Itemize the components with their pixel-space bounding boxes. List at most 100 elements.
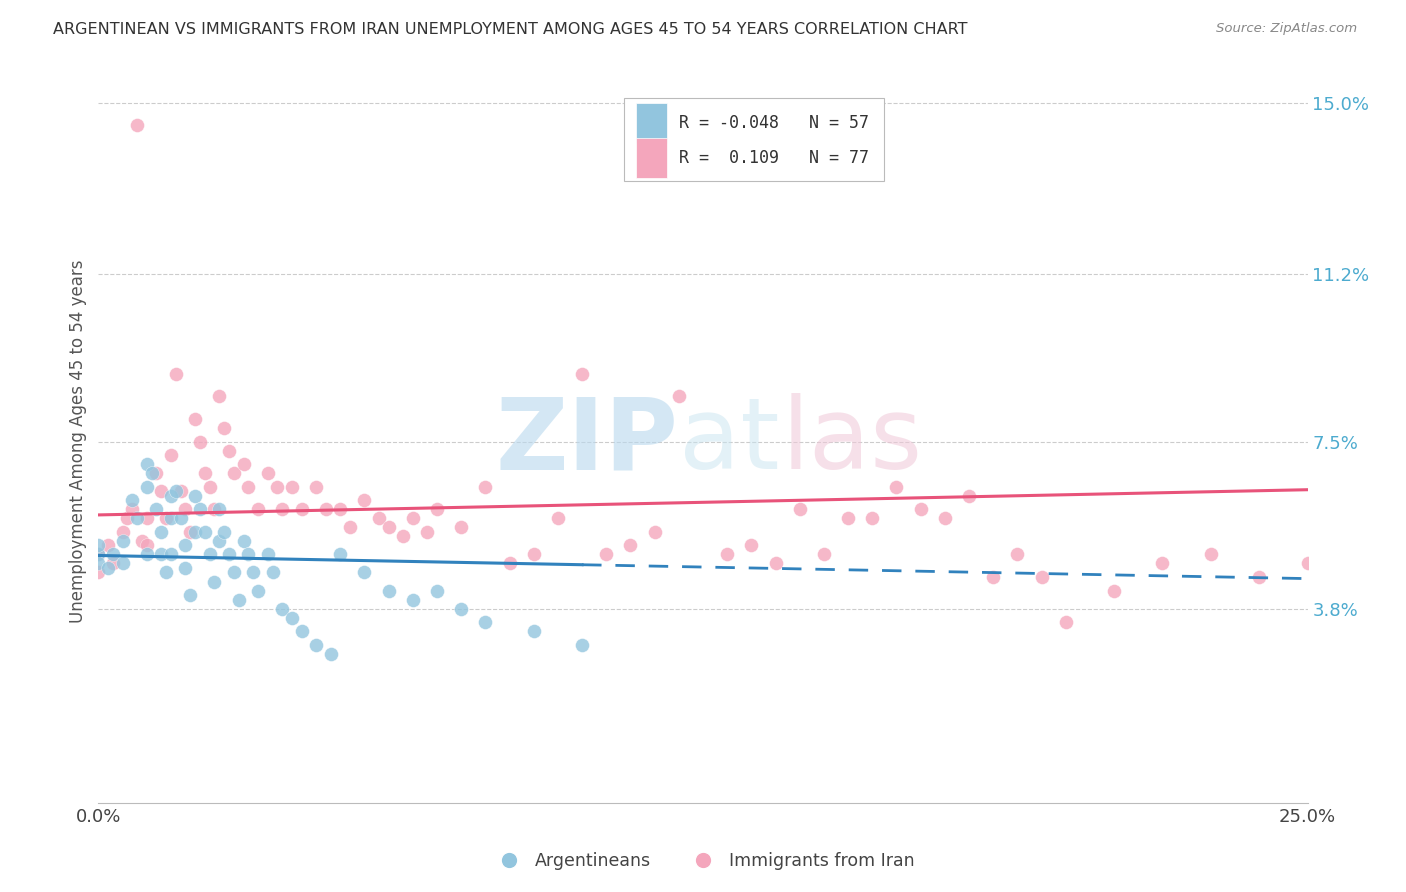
Point xyxy=(204,574,226,589)
Point xyxy=(184,412,207,426)
Point xyxy=(150,524,173,539)
Point xyxy=(179,524,201,539)
Point xyxy=(353,493,375,508)
Point xyxy=(135,480,157,494)
Point xyxy=(198,480,221,494)
Point xyxy=(135,457,157,471)
Point xyxy=(160,489,183,503)
Point xyxy=(1199,548,1222,562)
Point xyxy=(740,538,762,552)
Point xyxy=(188,434,211,449)
Point xyxy=(208,389,231,403)
Point xyxy=(222,466,245,480)
Point xyxy=(595,548,617,562)
Point xyxy=(165,367,187,381)
Point xyxy=(117,511,139,525)
Point xyxy=(121,493,143,508)
Point xyxy=(368,511,391,525)
Point xyxy=(256,466,278,480)
Point xyxy=(290,624,312,639)
Point xyxy=(174,538,197,552)
Point xyxy=(212,421,235,435)
Point xyxy=(150,548,173,562)
Point xyxy=(571,638,593,652)
Point xyxy=(668,389,690,403)
Point xyxy=(87,557,110,571)
Point xyxy=(1296,557,1319,571)
Legend: Argentineans, Immigrants from Iran: Argentineans, Immigrants from Iran xyxy=(485,846,921,877)
Point xyxy=(174,561,197,575)
Point xyxy=(179,588,201,602)
Point xyxy=(238,548,260,562)
Point xyxy=(619,538,641,552)
Point xyxy=(127,119,149,133)
Point xyxy=(450,520,472,534)
Point xyxy=(141,466,163,480)
Point xyxy=(1054,615,1077,630)
Point xyxy=(426,583,449,598)
Text: Source: ZipAtlas.com: Source: ZipAtlas.com xyxy=(1216,22,1357,36)
Point xyxy=(860,511,883,525)
Point xyxy=(145,502,167,516)
Point xyxy=(194,524,217,539)
Point xyxy=(474,615,496,630)
Point xyxy=(232,457,254,471)
Point xyxy=(716,548,738,562)
Point xyxy=(789,502,811,516)
Point xyxy=(87,548,110,562)
Point xyxy=(329,548,352,562)
Text: las: las xyxy=(782,393,922,490)
Point xyxy=(194,466,217,480)
Point xyxy=(498,557,520,571)
Point xyxy=(450,601,472,615)
Point xyxy=(329,502,352,516)
Y-axis label: Unemployment Among Ages 45 to 54 years: Unemployment Among Ages 45 to 54 years xyxy=(69,260,87,624)
Point xyxy=(426,502,449,516)
Point xyxy=(281,610,304,624)
Point xyxy=(111,557,134,571)
Point xyxy=(266,480,288,494)
Point xyxy=(160,548,183,562)
Point xyxy=(198,548,221,562)
Point xyxy=(111,533,134,548)
Point xyxy=(377,583,399,598)
Point xyxy=(262,566,284,580)
Point xyxy=(571,367,593,381)
Point xyxy=(339,520,361,534)
Point xyxy=(765,557,787,571)
Point xyxy=(87,538,110,552)
Point xyxy=(208,502,231,516)
Point xyxy=(305,480,328,494)
Text: R = -0.048   N = 57: R = -0.048 N = 57 xyxy=(679,114,869,132)
Point xyxy=(204,502,226,516)
Point xyxy=(644,524,666,539)
Point xyxy=(135,548,157,562)
Point xyxy=(155,566,177,580)
Text: ARGENTINEAN VS IMMIGRANTS FROM IRAN UNEMPLOYMENT AMONG AGES 45 TO 54 YEARS CORRE: ARGENTINEAN VS IMMIGRANTS FROM IRAN UNEM… xyxy=(53,22,967,37)
Point xyxy=(97,561,120,575)
Point xyxy=(1249,570,1271,584)
Point xyxy=(957,489,980,503)
Bar xyxy=(637,138,666,178)
Point xyxy=(242,566,264,580)
Point xyxy=(87,566,110,580)
Text: ZIP: ZIP xyxy=(496,393,679,490)
Point xyxy=(208,533,231,548)
Point xyxy=(315,502,337,516)
Point xyxy=(271,601,294,615)
Point xyxy=(305,638,328,652)
Point xyxy=(169,511,191,525)
Point xyxy=(97,538,120,552)
Point xyxy=(232,533,254,548)
Point xyxy=(212,524,235,539)
Text: R =  0.109   N = 77: R = 0.109 N = 77 xyxy=(679,149,869,167)
Point xyxy=(523,548,546,562)
Point xyxy=(169,484,191,499)
Point xyxy=(281,480,304,494)
Point xyxy=(238,480,260,494)
Point xyxy=(174,502,197,516)
Point xyxy=(910,502,932,516)
Point xyxy=(101,557,124,571)
Text: at: at xyxy=(679,393,779,490)
Point xyxy=(402,592,425,607)
